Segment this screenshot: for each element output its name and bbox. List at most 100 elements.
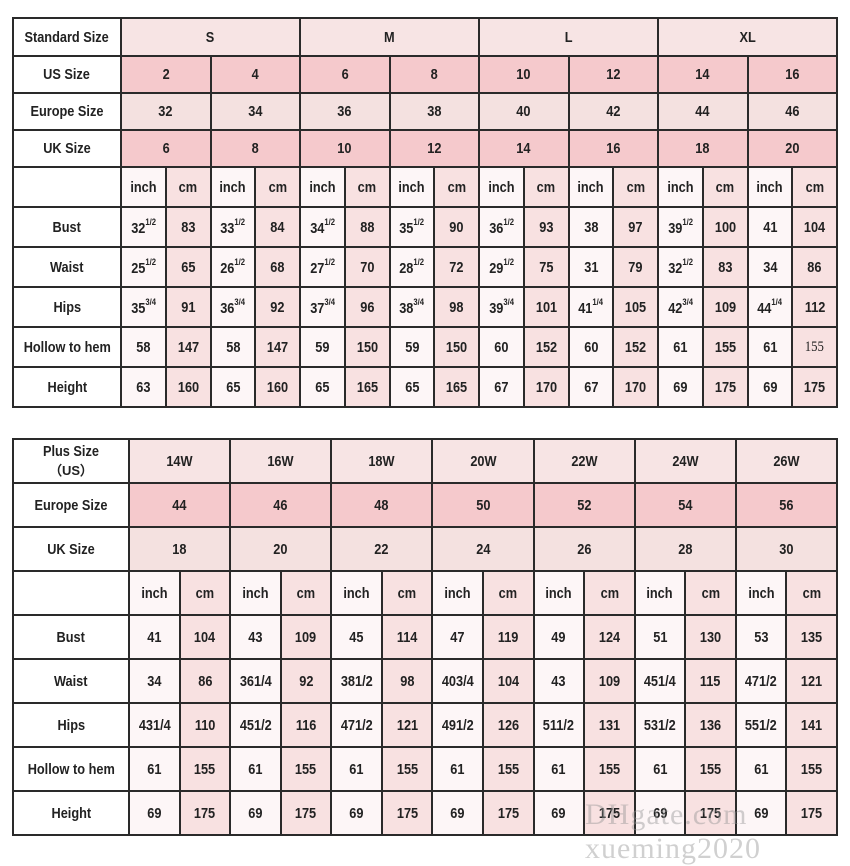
cell-text: 10	[516, 66, 531, 83]
cell-text: cm	[715, 178, 735, 196]
cell-text: cm	[499, 584, 518, 602]
cell-text: inch	[488, 178, 515, 196]
inch-value: 361/2	[478, 206, 525, 248]
unit-inch: inch	[734, 570, 788, 616]
cell-text: 115	[700, 672, 721, 690]
unit-inch: inch	[120, 166, 167, 208]
cm-value: 136	[684, 702, 737, 748]
cell-text: 131	[598, 716, 620, 734]
cell-text: 26	[576, 540, 592, 558]
cell-text: cm	[296, 584, 316, 602]
cell-text: 43	[551, 672, 566, 690]
cm-value: 165	[433, 366, 480, 408]
uk-size-cell: 10	[299, 129, 391, 168]
cell-text: inch	[444, 584, 471, 602]
inch-value: 431/4	[128, 702, 181, 748]
inch-value: 321/2	[657, 246, 704, 288]
cell-text: 14	[516, 140, 531, 157]
cm-value: 72	[433, 246, 480, 288]
cell-text: inch	[646, 584, 674, 602]
cell-text: inch	[577, 178, 604, 196]
inch-value: 61	[229, 746, 282, 792]
cell-text: 119	[497, 628, 519, 646]
cell-text: 44	[172, 496, 187, 514]
cell-text: 86	[197, 672, 212, 690]
cm-value: 175	[481, 790, 535, 836]
cell-text: M	[384, 28, 395, 46]
cell-text: 61	[450, 760, 465, 778]
cell-text: inch	[667, 178, 694, 196]
cm-value: 100	[701, 206, 749, 248]
inch-value: 51	[633, 614, 687, 660]
inch-value: 61	[128, 746, 181, 792]
cell-text: 56	[779, 496, 794, 514]
inch-value: 531/2	[633, 702, 687, 748]
europe-size-cell: 56	[734, 482, 839, 528]
us-size-cell: 10	[478, 55, 570, 94]
cm-value: 130	[684, 614, 737, 660]
cm-value: 119	[481, 614, 535, 660]
row-label: Hips	[12, 286, 122, 328]
cm-value: 83	[164, 206, 212, 248]
cell-text: 36	[337, 103, 352, 120]
cell-text: 155	[598, 760, 620, 778]
inch-value: 34	[746, 246, 794, 288]
cm-value: 150	[433, 326, 480, 368]
cell-text: 175	[295, 804, 317, 822]
cm-value: 152	[612, 326, 659, 368]
cm-value: 88	[343, 206, 391, 248]
cell-text: 451/4	[643, 672, 676, 690]
plus-size-cell: 24W	[633, 438, 737, 484]
plus-size-cell: 26W	[734, 438, 839, 484]
cell-text: Plus Size	[43, 443, 99, 460]
inch-value: 34	[128, 658, 181, 704]
inch-value: 58	[120, 326, 167, 368]
cm-value: 175	[583, 790, 636, 836]
cell-text: 18W	[368, 452, 395, 470]
row-label: Plus Size （US）	[12, 438, 130, 484]
europe-size-cell: 50	[431, 482, 535, 528]
cell-text: 6	[341, 66, 349, 83]
standard-size-cell: L	[478, 17, 659, 57]
inch-value: 38	[567, 206, 615, 248]
inch-value: 61	[657, 326, 704, 368]
cell-text: 155	[497, 760, 519, 778]
inch-value: 58	[209, 326, 257, 368]
measurement-row: Height 63 160 65 160 65 165 65 165 67 170 67 170 69 17…	[12, 366, 838, 408]
cell-text: 26W	[773, 452, 800, 470]
row-label: Height	[12, 366, 122, 408]
cell-text: 38	[427, 103, 442, 120]
cell-text: 61	[753, 760, 769, 778]
cm-value: 93	[522, 206, 570, 248]
cell-text: 403/4	[441, 672, 474, 690]
cell-text: 32	[158, 103, 173, 120]
inch-value: 551/2	[734, 702, 788, 748]
row-label: UK Size	[12, 129, 122, 168]
cell-text: Standard Size	[24, 28, 110, 46]
cell-text: 51	[652, 628, 667, 646]
uk-size-cell: 18	[127, 526, 232, 572]
cm-value: 104	[791, 206, 838, 248]
inch-value: 69	[657, 366, 704, 408]
europe-size-cell: 44	[127, 482, 232, 528]
cell-text: cm	[268, 178, 287, 196]
cell-text: 531/2	[643, 716, 676, 734]
cm-value: 141	[785, 702, 838, 748]
cell-text: 8	[251, 140, 259, 157]
us-size-cell: 6	[299, 55, 391, 94]
row-label: Height	[12, 790, 130, 836]
cell-text: inch	[309, 178, 336, 196]
inch-value: 67	[478, 366, 525, 408]
unit-cm: cm	[178, 570, 232, 616]
cell-text: 135	[801, 628, 823, 646]
plus-size-chart: Plus Size （US） 14W 16W 18W 20W 22W 24W 26W Europe…	[12, 438, 839, 836]
cm-value: 109	[701, 286, 749, 328]
row-label: US Size	[12, 55, 122, 94]
cell-text: 69	[551, 804, 566, 822]
cell-text: 40	[516, 103, 531, 120]
europe-size-cell: 34	[209, 92, 301, 131]
cell-text: XL	[739, 28, 756, 46]
cell-text: 8	[430, 66, 438, 83]
cell-text: 41	[147, 628, 162, 646]
cell-text: 451/2	[239, 716, 272, 734]
